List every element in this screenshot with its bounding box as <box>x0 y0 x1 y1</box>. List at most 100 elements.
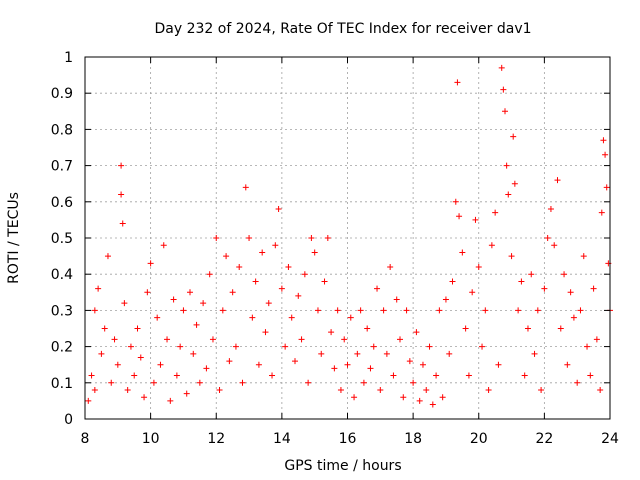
data-point <box>465 372 472 379</box>
data-point <box>593 336 600 343</box>
y-tick-label: 0.1 <box>51 376 73 392</box>
data-point <box>328 329 335 336</box>
data-point <box>351 394 358 401</box>
data-point <box>292 358 298 365</box>
data-point <box>249 314 256 321</box>
data-point <box>209 336 216 343</box>
data-point <box>298 336 305 343</box>
data-point <box>452 198 459 205</box>
data-point <box>95 285 102 292</box>
y-tick-label: 1 <box>64 50 73 66</box>
x-tick-label: 16 <box>339 431 357 447</box>
data-point <box>410 379 417 386</box>
data-point <box>603 184 610 191</box>
data-point <box>510 133 517 140</box>
data-point <box>331 365 338 372</box>
y-tick-label: 0.9 <box>51 86 73 102</box>
data-point <box>305 379 312 386</box>
data-point <box>557 325 564 332</box>
data-point <box>574 379 581 386</box>
data-point <box>347 314 354 321</box>
data-point <box>85 397 92 404</box>
data-point <box>164 336 171 343</box>
data-point <box>567 289 574 296</box>
data-point <box>187 289 193 296</box>
data-point <box>479 343 486 350</box>
data-point <box>170 296 177 303</box>
data-point <box>475 263 482 270</box>
data-point <box>200 300 207 307</box>
data-point <box>400 394 407 401</box>
data-point <box>288 314 295 321</box>
data-point <box>534 307 541 314</box>
data-point <box>357 307 364 314</box>
chart-title: Day 232 of 2024, Rate Of TEC Index for r… <box>154 21 531 37</box>
data-point <box>488 242 495 249</box>
data-point <box>265 300 272 307</box>
data-point <box>118 162 125 169</box>
data-point <box>449 278 456 285</box>
data-point <box>91 307 98 314</box>
data-point <box>301 271 308 278</box>
x-axis-label: GPS time / hours <box>284 458 401 474</box>
data-point <box>602 151 609 158</box>
data-point <box>127 343 134 350</box>
data-point <box>223 253 230 260</box>
data-point <box>397 336 403 343</box>
data-point <box>570 314 577 321</box>
data-point <box>91 387 98 394</box>
data-point <box>403 307 410 314</box>
data-point <box>367 365 374 372</box>
data-point <box>561 271 568 278</box>
data-point <box>98 350 105 357</box>
data-point <box>554 177 561 184</box>
x-tick-label: 18 <box>404 431 422 447</box>
data-point <box>364 325 371 332</box>
data-point <box>111 336 118 343</box>
data-point <box>495 361 502 368</box>
data-point <box>587 372 594 379</box>
data-point <box>518 278 525 285</box>
data-point <box>114 361 121 368</box>
data-point <box>446 350 453 357</box>
data-point <box>551 242 558 249</box>
data-point <box>232 343 239 350</box>
data-point <box>538 387 545 394</box>
data-point <box>226 358 233 365</box>
data-point <box>505 191 512 198</box>
y-tick-labels: 0 0.1 0.2 0.3 0.4 0.5 0.6 0.7 0.8 0.9 1 <box>51 50 73 428</box>
data-point <box>259 249 266 256</box>
data-point <box>584 343 591 350</box>
data-point <box>272 242 279 249</box>
data-point <box>144 289 151 296</box>
data-point <box>416 397 423 404</box>
data-point <box>137 354 144 361</box>
data-point <box>597 387 604 394</box>
data-point <box>456 213 463 220</box>
data-point <box>295 292 302 299</box>
data-point <box>377 387 384 394</box>
y-tick-label: 0.4 <box>51 267 73 283</box>
data-point <box>492 209 499 216</box>
data-point <box>236 263 243 270</box>
data-point <box>278 285 285 292</box>
data-point <box>239 379 246 386</box>
x-tick-label: 20 <box>470 431 488 447</box>
data-point <box>472 216 479 223</box>
data-point <box>436 307 443 314</box>
y-axis-label: ROTI / TECUs <box>6 192 22 284</box>
data-point <box>183 390 190 397</box>
data-point <box>337 387 344 394</box>
axis-ticks <box>84 56 611 420</box>
data-point <box>524 325 531 332</box>
data-point <box>118 191 125 198</box>
data-point <box>413 329 420 336</box>
data-point <box>275 206 282 213</box>
data-point <box>321 278 328 285</box>
data-point <box>469 289 476 296</box>
y-tick-label: 0.5 <box>51 231 73 247</box>
data-point <box>502 108 508 115</box>
data-point <box>459 249 466 256</box>
data-point <box>344 361 351 368</box>
data-point <box>308 235 315 241</box>
